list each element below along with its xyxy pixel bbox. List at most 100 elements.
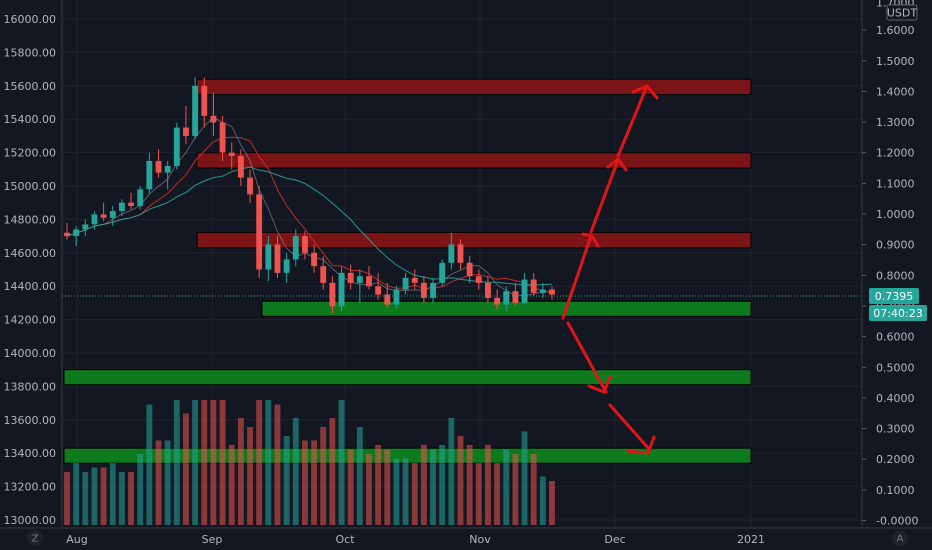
- right-tick-label: 0.3000: [876, 423, 915, 436]
- volume-bar: [402, 458, 409, 525]
- candle-body: [173, 127, 180, 166]
- volume-bar: [329, 418, 336, 525]
- candle-body: [503, 291, 510, 305]
- candle-body: [155, 160, 162, 173]
- volume-bar: [448, 418, 455, 525]
- volume-bar: [393, 458, 400, 525]
- volume-bar: [118, 472, 125, 525]
- candle-body: [192, 85, 199, 136]
- volume-bar: [338, 400, 345, 525]
- candle-body: [82, 224, 89, 230]
- volume-bar: [494, 463, 501, 525]
- volume-bar: [457, 436, 464, 525]
- candle-body: [338, 272, 345, 307]
- trend-arrow: [589, 158, 620, 234]
- candle-body: [347, 272, 354, 283]
- volume-bar: [549, 481, 555, 525]
- time-axis[interactable]: Aug Sep Oct Nov Dec 2021: [66, 533, 765, 546]
- candle-body: [311, 252, 318, 267]
- right-tick-label: 0.9000: [876, 239, 915, 252]
- candle-body: [539, 289, 546, 293]
- time-tick-label: Nov: [469, 533, 491, 546]
- candle-body: [64, 232, 70, 237]
- trend-arrow: [581, 232, 600, 248]
- volume-bar: [512, 454, 519, 525]
- candle-body: [512, 291, 519, 303]
- candle-body: [485, 282, 491, 298]
- left-tick-label: 14800.00: [4, 213, 57, 226]
- auto-scale-toggle[interactable]: A: [892, 530, 908, 546]
- volume-bar: [539, 476, 546, 525]
- candle-body: [256, 194, 263, 270]
- volume-bar: [265, 400, 272, 525]
- time-tick-label: Dec: [604, 533, 625, 546]
- svg-text:07:40:23: 07:40:23: [873, 307, 922, 320]
- right-tick-label: 1.4000: [876, 85, 915, 98]
- volume-bar: [247, 427, 253, 525]
- candle-body: [118, 202, 125, 212]
- candle-body: [457, 244, 464, 263]
- time-tick-label: Oct: [335, 533, 355, 546]
- volume-bar: [356, 427, 363, 525]
- left-tick-label: 15800.00: [4, 46, 57, 59]
- support-zone: [63, 369, 752, 386]
- candle-body: [73, 229, 80, 237]
- volume-bar: [210, 400, 217, 525]
- right-tick-label: 0.4000: [876, 392, 915, 405]
- volume-bar: [173, 400, 180, 525]
- resistance-zone: [196, 78, 752, 96]
- trend-arrow: [587, 375, 612, 394]
- volume-bar: [521, 431, 528, 525]
- trend-arrow: [608, 403, 652, 452]
- left-tick-label: 15000.00: [4, 180, 57, 193]
- svg-text:A: A: [897, 534, 904, 545]
- left-tick-label: 14200.00: [4, 314, 57, 327]
- candle-body: [210, 115, 217, 123]
- candle-body: [530, 279, 537, 293]
- right-tick-label: 1.6000: [876, 24, 915, 37]
- left-axis[interactable]: 16000.00 15800.00 15600.00 15400.00 15200.00…: [4, 13, 57, 527]
- right-axis[interactable]: 1.70001.60001.50001.40001.30001.20001.10…: [862, 0, 918, 528]
- volume-bar: [201, 400, 208, 525]
- trend-arrow: [566, 321, 608, 394]
- volume-bar: [109, 463, 116, 525]
- candle-body: [521, 279, 528, 303]
- volume-bar: [503, 449, 510, 525]
- volume-bar: [64, 472, 70, 525]
- time-tick-label: 2021: [737, 533, 765, 546]
- svg-text:0.7395: 0.7395: [875, 290, 914, 303]
- left-tick-label: 15200.00: [4, 147, 57, 160]
- candle-body: [183, 127, 189, 136]
- right-tick-label: 0.2000: [876, 453, 915, 466]
- resistance-zone: [196, 231, 752, 249]
- candle-body: [384, 294, 391, 305]
- volume-bar: [283, 436, 290, 525]
- right-tick-label: 1.1000: [876, 177, 915, 190]
- volume-bar: [420, 445, 427, 525]
- left-tick-label: 14600.00: [4, 247, 57, 260]
- right-tick-label: 1.2000: [876, 147, 915, 160]
- volume-bar: [100, 467, 107, 525]
- candle-body: [292, 236, 299, 260]
- right-tick-label: 0.1000: [876, 484, 915, 497]
- candle-body: [366, 276, 372, 287]
- left-tick-label: 16000.00: [4, 13, 57, 26]
- volume-bar: [128, 472, 134, 525]
- time-tick-label: Aug: [66, 533, 87, 546]
- timezone-toggle[interactable]: Z: [27, 530, 43, 546]
- left-tick-label: 14400.00: [4, 280, 57, 293]
- candles-layer: [64, 77, 555, 313]
- candle-body: [100, 214, 107, 218]
- volume-bar: [228, 445, 235, 525]
- moving-average-line: [66, 166, 553, 286]
- trend-arrow: [616, 84, 649, 158]
- right-tick-label: 0.8000: [876, 269, 915, 282]
- candle-body: [439, 262, 446, 283]
- volume-bar: [320, 427, 327, 525]
- volume-bar: [301, 440, 308, 525]
- candle-body: [466, 262, 473, 277]
- left-tick-label: 13600.00: [4, 414, 57, 427]
- volume-bar: [164, 440, 171, 525]
- candle-body: [402, 277, 409, 290]
